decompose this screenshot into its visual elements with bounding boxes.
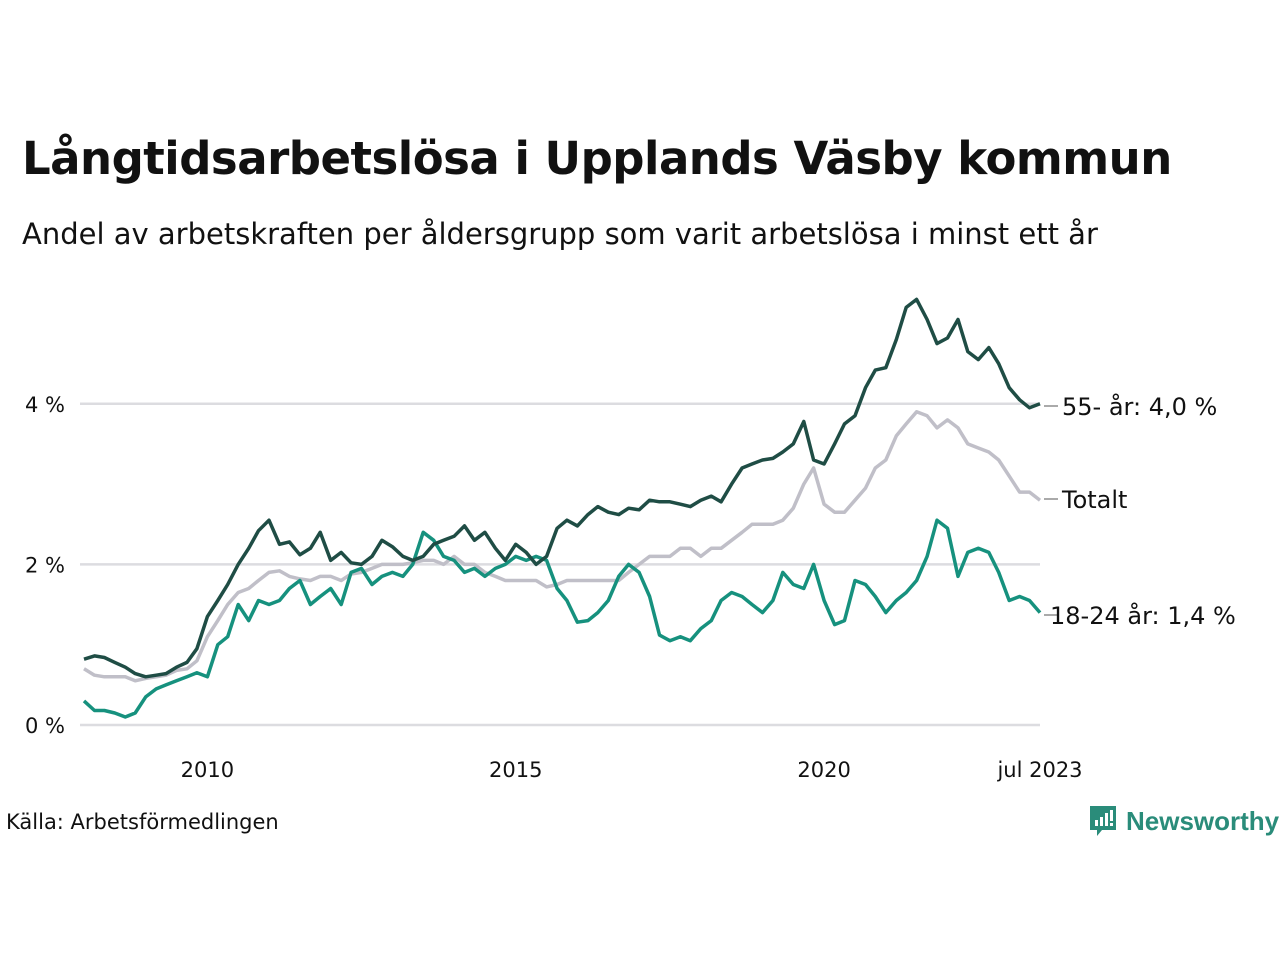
series-lines — [82, 297, 1042, 719]
series-line-55-r — [83, 297, 1041, 679]
x-tick-label: 2020 — [797, 758, 850, 782]
y-tick-label: 0 % — [25, 714, 65, 738]
series-line-totalt — [83, 410, 1042, 683]
gridlines — [80, 402, 1040, 727]
x-tick-label: jul 2023 — [996, 758, 1082, 782]
chart-title: Långtidsarbetslösa i Upplands Väsby komm… — [22, 132, 1172, 185]
x-tick-label: 2015 — [489, 758, 542, 782]
source-note: Källa: Arbetsförmedlingen — [6, 810, 279, 834]
chart-subtitle: Andel av arbetskraften per åldersgrupp s… — [22, 217, 1098, 251]
y-tick-label: 2 % — [25, 553, 65, 577]
series-end-label: 18-24 år: 1,4 % — [1050, 601, 1236, 630]
brand-name: Newsworthy — [1126, 805, 1280, 836]
bar-chart-speech-bubble-icon — [1090, 806, 1116, 836]
series-line-18-24-r — [82, 518, 1042, 719]
y-tick-label: 4 % — [25, 393, 65, 417]
series-end-label: 55- år: 4,0 % — [1062, 392, 1217, 421]
brand-logo: Newsworthy — [1088, 804, 1279, 838]
x-tick-label: 2010 — [181, 758, 234, 782]
y-axis-ticks: 0 % 2 % 4 % — [25, 393, 65, 738]
series-end-label: Totalt — [1061, 486, 1127, 514]
x-axis-ticks: 2010 2015 2020 jul 2023 — [181, 758, 1083, 782]
series-end-labels: 55- år: 4,0 % Totalt 18-24 år: 1,4 % — [1044, 392, 1236, 630]
